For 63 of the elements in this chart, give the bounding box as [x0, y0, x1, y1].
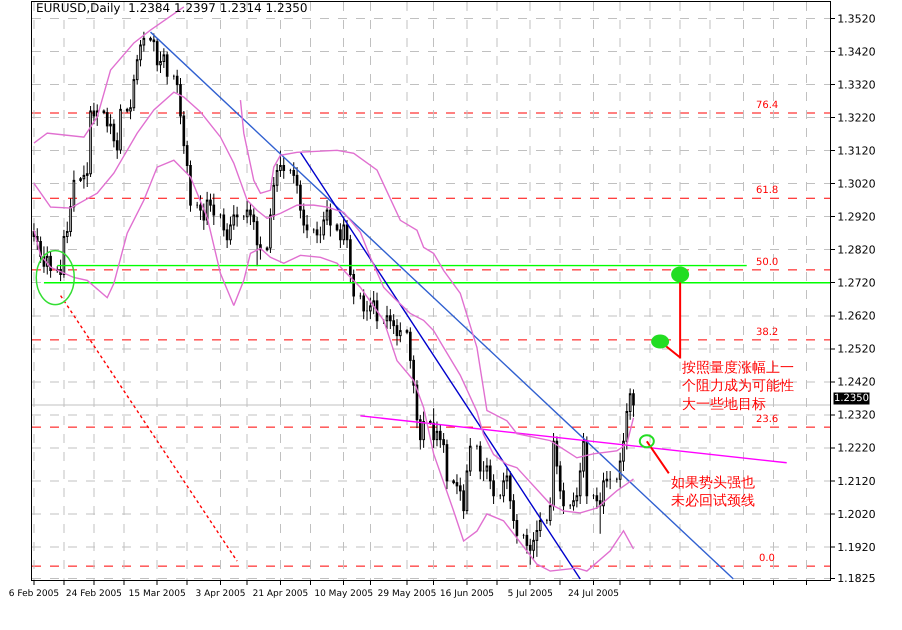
candlestick: [478, 440, 482, 480]
candlestick: [342, 216, 346, 246]
y-tick-label: 1.3020: [837, 178, 876, 191]
candlestick: [106, 107, 109, 133]
y-tick-label: 1.2620: [837, 310, 876, 323]
candlestick: [632, 388, 635, 418]
y-tick-label: 1.2720: [837, 276, 876, 290]
y-tick-label: 1.1825: [837, 572, 876, 586]
x-tick-label: 5 Jul 2005: [508, 588, 553, 599]
x-tick-label: 10 May 2005: [314, 588, 374, 599]
candlestick: [422, 411, 425, 448]
candlestick: [316, 221, 318, 244]
annotation: 按照量度涨幅上一个阻力成为可能性大一些地目标: [682, 360, 794, 412]
y-tick-label: 1.1920: [837, 540, 876, 554]
y-tick-label: 1.2120: [837, 474, 876, 488]
candlestick: [502, 472, 505, 503]
candlestick: [212, 193, 216, 226]
x-tick-label: 15 Mar 2005: [128, 588, 186, 599]
x-tick-label: 24 Feb 2005: [66, 588, 122, 599]
y-tick-label: 1.2020: [837, 508, 876, 521]
candlestick: [399, 322, 402, 343]
y-tick-label: 1.2420: [837, 376, 876, 389]
x-tick-label: 3 Apr 2005: [196, 588, 246, 599]
y-tick-label: 1.2920: [837, 210, 876, 224]
candlestick: [49, 250, 52, 278]
candlestick: [432, 408, 435, 448]
candlestick: [166, 51, 168, 86]
candlestick: [586, 436, 588, 505]
y-tick-label: 1.3520: [837, 12, 876, 26]
candlestick: [386, 305, 388, 330]
candlestick: [608, 470, 612, 490]
candlestick: [376, 292, 378, 330]
candlestick: [362, 288, 366, 320]
candlestick: [329, 202, 332, 237]
chart-title: EURUSD,Daily 1.2384 1.2397 1.2314 1.2350: [36, 1, 308, 16]
annotation: 50.0: [756, 257, 778, 268]
annotation: 61.8: [756, 185, 778, 196]
candlestick: [156, 38, 158, 72]
y-tick-label: 1.3220: [837, 111, 876, 124]
candlestick: [246, 200, 248, 224]
y-tick-label: 1.2520: [837, 342, 876, 356]
x-tick-label: 6 Feb 2005: [8, 588, 60, 599]
line-series: [33, 91, 634, 514]
y-tick-label: 1.3420: [837, 45, 876, 58]
ref-line-label: 1.2350: [834, 393, 869, 404]
x-tick-label: 16 Jun 2005: [440, 588, 494, 599]
x-tick-label: 21 Apr 2005: [252, 588, 308, 599]
y-tick-label: 1.2820: [837, 244, 876, 257]
y-tick-label: 1.3120: [837, 144, 876, 158]
candlestick: [82, 164, 86, 190]
line-series: [33, 160, 634, 572]
y-tick-label: 1.2320: [837, 408, 876, 422]
annotation: 76.4: [756, 100, 778, 111]
x-tick-label: 24 Jul 2005: [568, 588, 619, 599]
annotation: 0.0: [759, 553, 775, 564]
annotation: 23.6: [756, 414, 778, 425]
annotation: 如果势头强也未必回试颈线: [671, 475, 755, 510]
annotation: 38.2: [756, 327, 778, 338]
x-tick-label: 29 May 2005: [378, 588, 436, 599]
y-tick-label: 1.3320: [837, 78, 876, 92]
candlestick: [236, 206, 238, 228]
y-tick-label: 1.2220: [837, 442, 876, 455]
candlestick: [572, 492, 575, 512]
